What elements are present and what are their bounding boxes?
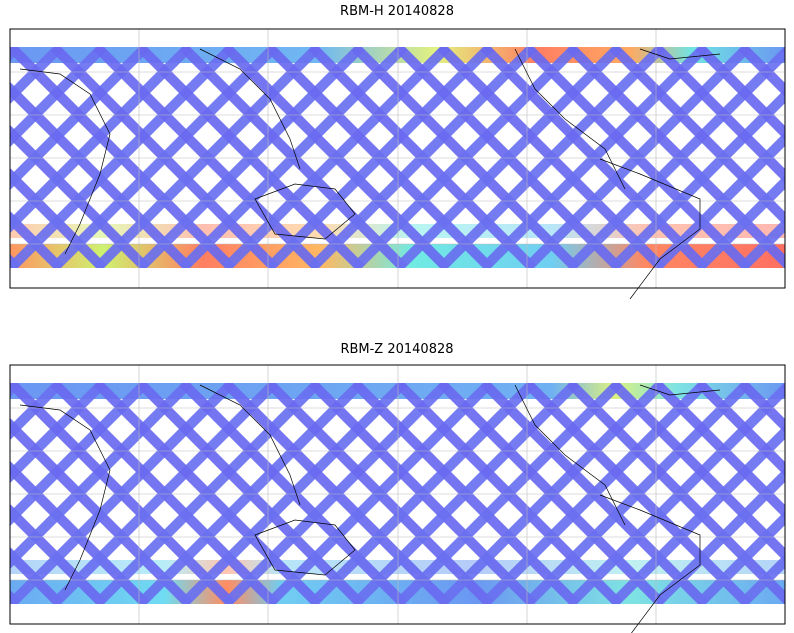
swath [394, 383, 623, 604]
swath [566, 383, 785, 604]
swath [652, 131, 785, 268]
swath [351, 47, 580, 268]
swath [10, 47, 193, 234]
coastline [254, 519, 356, 576]
swath-layer [10, 383, 785, 604]
swath [308, 383, 537, 604]
swath [10, 383, 193, 570]
swath [351, 383, 580, 604]
coastline [599, 158, 701, 300]
swath [10, 383, 64, 441]
coastline [639, 384, 721, 396]
swath [738, 47, 785, 98]
swath [10, 383, 236, 604]
swath [10, 47, 236, 268]
swath [738, 553, 785, 604]
swath [781, 596, 785, 604]
swath [265, 47, 494, 268]
swath [50, 47, 279, 268]
swath [480, 47, 709, 268]
swath [10, 47, 64, 105]
swath [222, 47, 451, 268]
coastline [599, 494, 701, 633]
swath [222, 383, 451, 604]
swath [10, 47, 150, 191]
swath [179, 47, 408, 268]
swath [609, 88, 785, 268]
swath [695, 47, 785, 141]
coastline [19, 68, 111, 255]
coastline [199, 384, 301, 506]
swath [695, 383, 785, 477]
swath [93, 47, 322, 268]
swath [308, 47, 537, 268]
swath [10, 47, 107, 148]
coastline [199, 48, 301, 170]
coastline [254, 183, 356, 240]
swath [136, 383, 365, 604]
swath [10, 383, 150, 527]
swath [523, 47, 752, 268]
panel-title: RBM-H 20140828 [340, 4, 454, 19]
swath [781, 260, 785, 268]
swath [179, 383, 408, 604]
swath [695, 174, 785, 268]
swath [480, 383, 709, 604]
swath [10, 383, 107, 484]
swath [523, 383, 752, 604]
swath [136, 47, 365, 268]
swath [10, 210, 64, 268]
swath [437, 47, 666, 268]
swath [738, 217, 785, 268]
swath [10, 167, 107, 268]
map-frame [9, 28, 786, 289]
coastline [19, 404, 111, 591]
swath [738, 383, 785, 434]
panel-title: RBM-Z 20140828 [340, 342, 453, 357]
swath [93, 383, 322, 604]
swath [781, 383, 785, 391]
coastline [639, 48, 721, 60]
swath [10, 546, 64, 604]
coastline [514, 48, 626, 190]
map-frame [9, 364, 786, 625]
swath [437, 383, 666, 604]
swath [695, 510, 785, 604]
swath [394, 47, 623, 268]
swath [652, 467, 785, 604]
swath [609, 424, 785, 604]
swath [50, 383, 279, 604]
swath [10, 503, 107, 604]
swath [781, 47, 785, 55]
swath-layer [10, 47, 785, 268]
swath [265, 383, 494, 604]
coastline [514, 384, 626, 526]
swath [566, 47, 785, 268]
